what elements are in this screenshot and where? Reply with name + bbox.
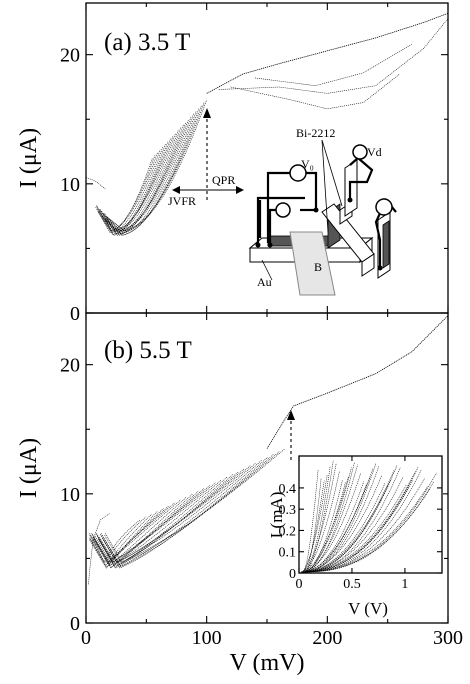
- switching-arrowhead-a: [203, 108, 211, 118]
- iv-branch: [105, 449, 285, 562]
- y-tick-label-a: 20: [60, 45, 80, 67]
- iv-branch: [102, 128, 181, 236]
- iv-branch: [104, 119, 189, 230]
- x-tick-label: 0: [81, 627, 91, 649]
- inset-x-label: V (V): [348, 599, 388, 618]
- iv-branch: [92, 503, 176, 562]
- iv-branch: [103, 125, 184, 235]
- iv-branch: [97, 480, 221, 565]
- switching-arrowhead-b: [287, 410, 295, 420]
- y-tick-label-b: 20: [60, 355, 80, 377]
- qpr-label: QPR: [212, 173, 235, 187]
- iv-branch: [90, 511, 158, 568]
- inset-y-label: I (mA): [267, 492, 286, 539]
- inset-x-tick-label: 0.5: [343, 577, 361, 592]
- iv-branch: [105, 111, 196, 235]
- y-axis-label-b: I (μA): [16, 438, 42, 498]
- iv-branch: [104, 117, 191, 232]
- iv-branch: [107, 105, 202, 232]
- x-tick-label: 200: [312, 627, 342, 649]
- au-label: Au: [257, 275, 272, 289]
- iv-branch: [97, 150, 160, 233]
- iv-branch: [106, 108, 199, 235]
- upper-branch: [207, 13, 448, 93]
- device-schematic: B Bi-2212 V₀ Vd Au: [250, 126, 396, 295]
- v0-label: V₀: [301, 157, 314, 171]
- x-tick-label: 300: [433, 627, 463, 649]
- iv-branch: [255, 44, 412, 85]
- y-tick-label-a: 10: [60, 174, 80, 196]
- panel-a-label: (a) 3.5 T: [104, 29, 190, 56]
- iv-branch: [100, 469, 244, 563]
- iv-branch: [90, 508, 163, 567]
- iv-branch: [96, 486, 210, 563]
- iv-branch: [219, 19, 448, 94]
- x-axis-label: V (mV): [230, 650, 305, 676]
- y-tick-label-b: 0: [70, 613, 80, 635]
- iv-branch: [100, 139, 171, 232]
- iv-branch: [93, 497, 187, 565]
- iv-branch: [97, 483, 216, 562]
- magnetic-field-label: B: [314, 260, 322, 274]
- iv-branch: [231, 74, 400, 109]
- y-tick-label-a: 0: [70, 303, 80, 325]
- upper-branch: [267, 316, 448, 449]
- x-tick-label: 100: [192, 627, 222, 649]
- vd-label: Vd: [367, 145, 382, 159]
- panel-b-label: (b) 5.5 T: [104, 337, 192, 364]
- inset-y-tick-label: 0.1: [279, 546, 297, 561]
- iv-branch: [105, 114, 194, 234]
- inset-y-tick-label: 0: [289, 567, 296, 582]
- iv-branch: [86, 177, 105, 189]
- iv-branch: [101, 133, 176, 232]
- y-axis-label-a: I (μA): [16, 128, 42, 188]
- y-tick-label-b: 10: [60, 484, 80, 506]
- material-label: Bi-2212: [296, 126, 335, 140]
- inset-x-tick-label: 1: [401, 577, 408, 592]
- iv-branch: [104, 454, 274, 566]
- jvfr-label: JVFR: [168, 194, 196, 208]
- inset-x-tick-label: 0: [296, 577, 303, 592]
